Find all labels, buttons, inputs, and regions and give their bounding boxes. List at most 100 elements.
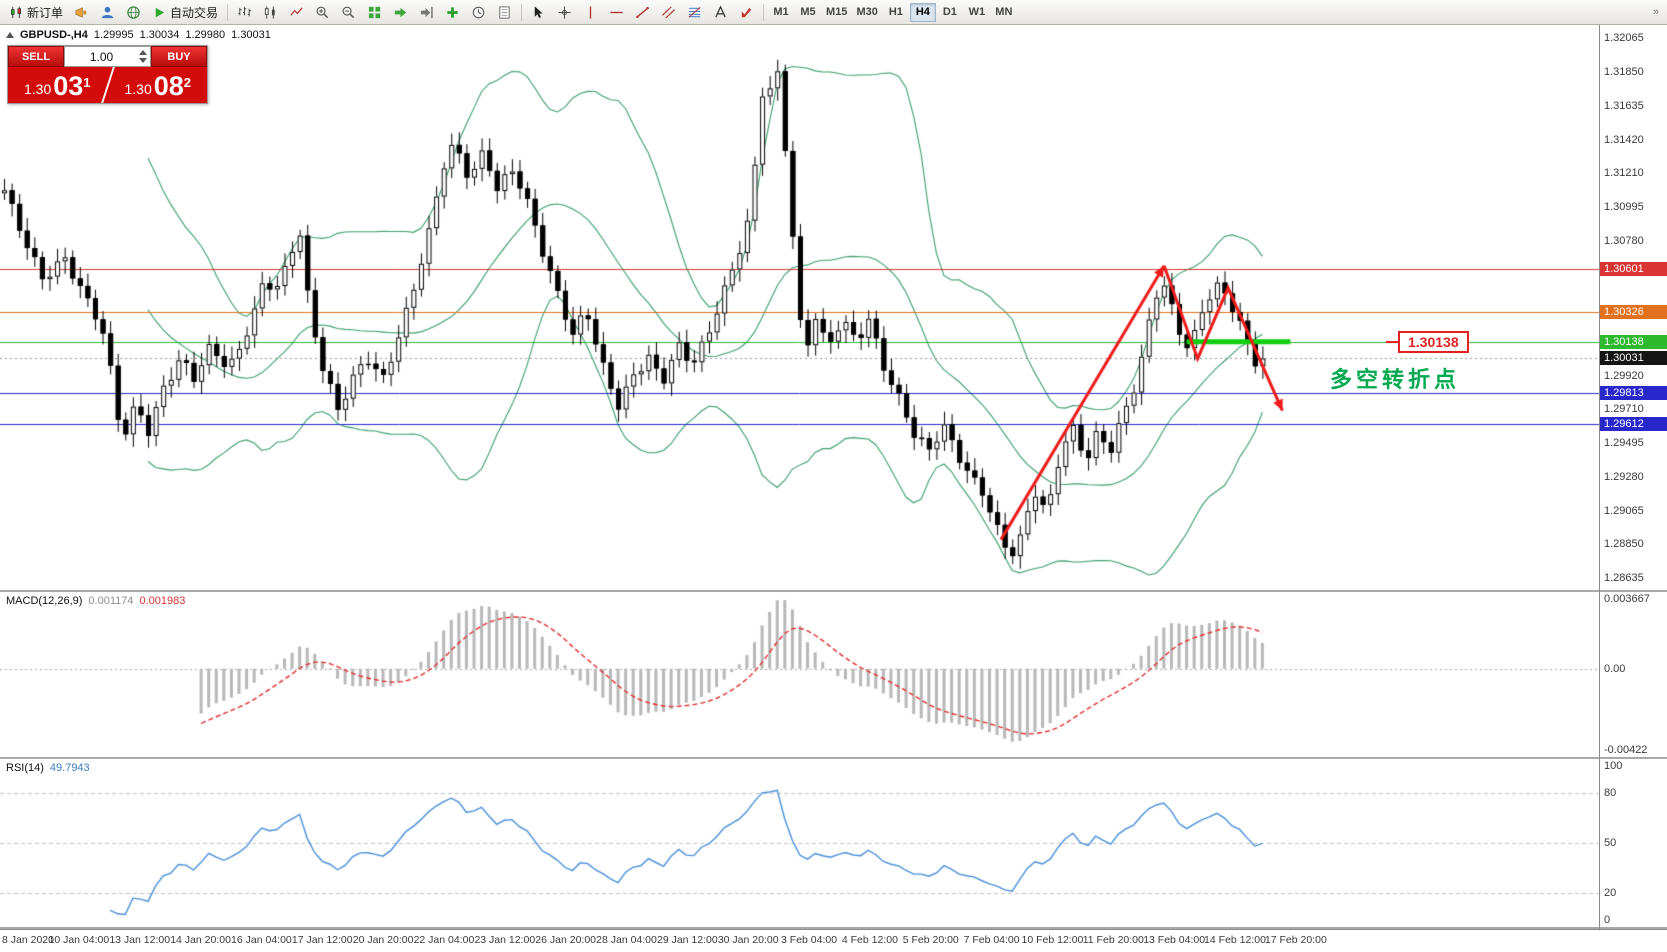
macd-indicator-panel[interactable] bbox=[0, 592, 1599, 757]
axis-tick-label: 1.30780 bbox=[1604, 235, 1644, 247]
equidistant-channel-button[interactable] bbox=[656, 2, 681, 23]
axis-tick-label: 1.31850 bbox=[1604, 66, 1644, 78]
panel-splitter[interactable] bbox=[0, 757, 1667, 759]
price-level-label: 1.30326 bbox=[1600, 305, 1667, 319]
zoom-in-button[interactable] bbox=[310, 2, 335, 23]
axis-tick-label: 1.30995 bbox=[1604, 201, 1644, 213]
timeframe-m15[interactable]: M15 bbox=[826, 6, 848, 18]
bar-chart-icon bbox=[238, 6, 252, 16]
price-callout[interactable]: 1.30138 bbox=[1386, 330, 1469, 353]
bar-chart-button[interactable] bbox=[232, 2, 257, 23]
timeframe-m1[interactable]: M1 bbox=[773, 6, 789, 18]
axis-tick-label: 1.32065 bbox=[1604, 32, 1644, 44]
time-axis-label: 13 Feb 04:00 bbox=[1143, 934, 1206, 946]
one-click-collapse-icon[interactable] bbox=[6, 32, 14, 38]
sell-price-base: 1.30 bbox=[23, 81, 52, 97]
new-order-icon bbox=[11, 6, 21, 18]
panel-splitter[interactable] bbox=[0, 590, 1667, 592]
auto-scroll-icon bbox=[394, 7, 407, 17]
volume-field[interactable]: 1.00 bbox=[64, 46, 151, 67]
chart-shift-button[interactable] bbox=[414, 2, 439, 23]
time-axis-label: 5 Feb 20:00 bbox=[902, 934, 959, 946]
timeframe-m30[interactable]: M30 bbox=[856, 6, 878, 18]
profiles-button[interactable] bbox=[95, 2, 120, 23]
sell-price-button[interactable]: 1.30 03 1 bbox=[8, 67, 107, 103]
text-label-button[interactable] bbox=[708, 2, 733, 23]
one-click-trading-panel: SELL 1.00 BUY 1.30 03 1 1.30 08 2 bbox=[7, 45, 208, 104]
volume-increase-icon[interactable] bbox=[139, 50, 147, 55]
add-indicator-icon bbox=[447, 6, 458, 18]
timeframe-w1[interactable]: W1 bbox=[968, 6, 986, 18]
volume-value: 1.00 bbox=[89, 49, 114, 64]
toolbar-overflow-icon[interactable]: » bbox=[1652, 6, 1659, 18]
time-axis-label: 14 Feb 12:00 bbox=[1204, 934, 1266, 946]
timeframe-h4[interactable]: H4 bbox=[909, 2, 936, 22]
axis-tick-label: 1.29920 bbox=[1604, 370, 1644, 382]
zoom-out-button[interactable] bbox=[336, 2, 361, 23]
timeframe-mn[interactable]: MN bbox=[995, 6, 1013, 18]
symbol-name: GBPUSD-,H4 bbox=[20, 29, 88, 41]
arrows-button[interactable] bbox=[734, 2, 759, 23]
panel-splitter[interactable] bbox=[0, 927, 1667, 929]
ohlc-close: 1.30031 bbox=[231, 29, 271, 41]
rsi-indicator-panel[interactable] bbox=[0, 759, 1599, 927]
candlestick-chart-button[interactable] bbox=[258, 2, 283, 23]
zoom-out-icon bbox=[342, 6, 355, 18]
time-axis-label: 16 Jan 04:00 bbox=[231, 934, 292, 946]
templates-button[interactable] bbox=[492, 2, 517, 23]
axis-tick-label: 1.29065 bbox=[1604, 505, 1644, 517]
macd-signal-value: 0.001983 bbox=[139, 595, 186, 607]
horizontal-line-icon bbox=[610, 11, 623, 13]
sell-price-pips: 03 bbox=[53, 71, 84, 101]
tile-windows-button[interactable] bbox=[362, 2, 387, 23]
time-axis-label: 4 Feb 12:00 bbox=[841, 934, 898, 946]
toolbar-separator bbox=[227, 3, 229, 21]
toolbar-separator bbox=[521, 3, 523, 21]
axis-tick-label: 1.31210 bbox=[1604, 167, 1644, 179]
time-axis-label: 17 Jan 12:00 bbox=[291, 934, 353, 946]
axis-tick-label: 1.31420 bbox=[1604, 134, 1644, 146]
alerts-button[interactable] bbox=[69, 2, 94, 23]
line-chart-icon bbox=[290, 6, 303, 16]
rsi-value: 49.7943 bbox=[49, 762, 90, 774]
time-axis-label: 17 Feb 20:00 bbox=[1264, 934, 1327, 946]
channel-icon bbox=[662, 5, 676, 19]
vertical-line-button[interactable] bbox=[578, 2, 603, 23]
periods-button[interactable] bbox=[466, 2, 491, 23]
line-chart-button[interactable] bbox=[284, 2, 309, 23]
market-info-button[interactable] bbox=[121, 2, 146, 23]
indicators-button[interactable] bbox=[440, 2, 465, 23]
timeframe-h1[interactable]: H1 bbox=[888, 6, 903, 18]
axis-tick-label: 1.31635 bbox=[1604, 100, 1644, 112]
autotrading-button[interactable]: 自动交易 bbox=[147, 2, 223, 23]
toolbar: 新订单 自动交易 bbox=[0, 0, 1667, 25]
price-level-label: 1.30601 bbox=[1600, 262, 1667, 276]
axis-tick-label: 100 bbox=[1604, 760, 1623, 772]
buy-button[interactable]: BUY bbox=[151, 46, 207, 67]
timeframe-m5[interactable]: M5 bbox=[800, 6, 816, 18]
time-axis[interactable]: 8 Jan 2020 10 Jan 04:00 13 Jan 12:00 14 Jan… bbox=[0, 929, 1667, 952]
timeframe-d1[interactable]: D1 bbox=[942, 6, 957, 18]
ohlc-high: 1.30034 bbox=[139, 29, 180, 41]
fibonacci-button[interactable] bbox=[682, 2, 707, 23]
cursor-button[interactable] bbox=[526, 2, 551, 23]
sell-price-frac: 1 bbox=[83, 75, 91, 90]
crosshair-button[interactable] bbox=[552, 2, 577, 23]
trendline-button[interactable] bbox=[630, 2, 655, 23]
callout-price: 1.30138 bbox=[1398, 330, 1469, 353]
profile-icon bbox=[101, 6, 114, 18]
volume-decrease-icon[interactable] bbox=[139, 58, 147, 63]
time-axis-label: 29 Jan 12:00 bbox=[656, 934, 718, 946]
main-price-chart[interactable] bbox=[0, 25, 1599, 590]
horizontal-line-button[interactable] bbox=[604, 2, 629, 23]
buy-price-button[interactable]: 1.30 08 2 bbox=[108, 67, 207, 103]
auto-scroll-button[interactable] bbox=[388, 2, 413, 23]
sell-button[interactable]: SELL bbox=[8, 46, 64, 67]
time-axis-label: 10 Jan 04:00 bbox=[48, 934, 110, 946]
time-axis-label: 7 Feb 04:00 bbox=[963, 934, 1020, 946]
new-order-button[interactable]: 新订单 bbox=[4, 2, 68, 23]
globe-icon bbox=[127, 5, 140, 19]
annotation-note-text[interactable]: 多空转折点 bbox=[1330, 366, 1461, 392]
axis-tick-label: 1.29495 bbox=[1604, 437, 1644, 449]
